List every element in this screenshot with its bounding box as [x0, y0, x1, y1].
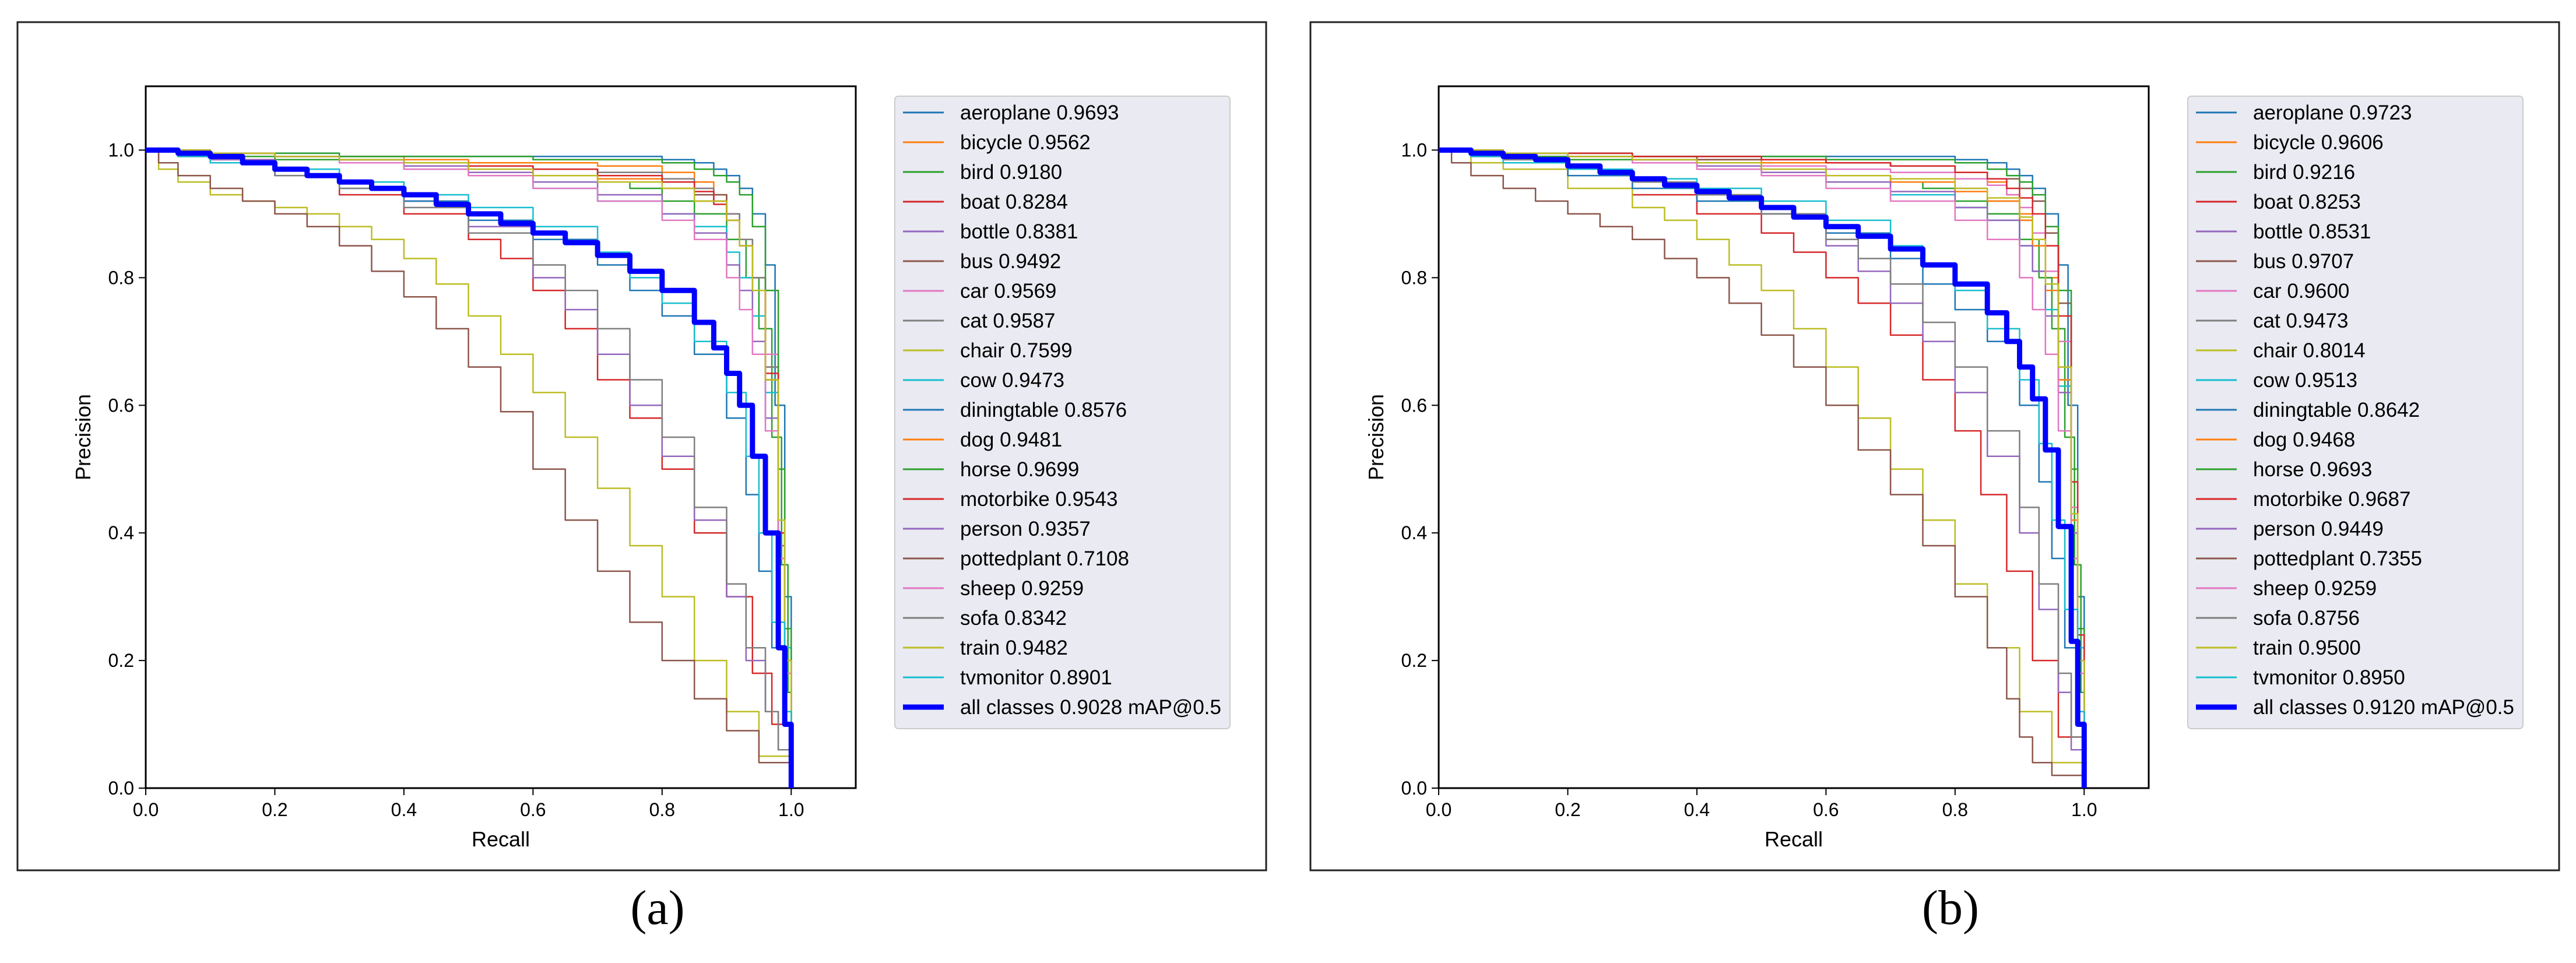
y-tick-label: 0.8	[1401, 267, 1427, 288]
series-lines	[146, 147, 794, 788]
legend-entry: dog 0.9468	[2253, 428, 2355, 451]
x-tick-label: 0.2	[1555, 799, 1580, 820]
x-tick-label: 0.6	[1813, 799, 1839, 820]
x-tick-label: 1.0	[2071, 799, 2097, 820]
legend-entry: cat 0.9587	[960, 310, 1055, 332]
legend-entry: chair 0.8014	[2253, 339, 2366, 362]
y-tick-label: 0.8	[108, 267, 134, 288]
legend-entry: car 0.9569	[960, 280, 1056, 303]
legend-entry: boat 0.8253	[2253, 191, 2361, 213]
y-tick-label: 0.6	[1401, 395, 1427, 416]
y-axis-label: Precision	[1364, 394, 1388, 480]
legend-entry: cow 0.9473	[960, 369, 1064, 392]
legend-entry: bus 0.9492	[960, 250, 1061, 273]
legend-entry: bird 0.9216	[2253, 161, 2355, 184]
legend-entry: bottle 0.8381	[960, 220, 1078, 243]
axes-frame	[1438, 85, 2150, 789]
legend-entry: car 0.9600	[2253, 280, 2349, 303]
x-tick-label: 0.8	[649, 799, 675, 820]
legend-entry: boat 0.8284	[960, 191, 1068, 213]
legend-entry: bottle 0.8531	[2253, 220, 2371, 243]
legend-entry: aeroplane 0.9693	[960, 101, 1119, 124]
x-tick-label: 0.8	[1942, 799, 1968, 820]
plot-area-a: 0.0 0.2 0.4 0.6 0.8 1.0 0.0 0.2 0.4 0.6 0.8 1.0 Reca…	[71, 85, 1231, 851]
x-tick-label: 0.0	[1426, 799, 1452, 820]
y-tick-label: 0.4	[108, 522, 134, 543]
caption-a: (a)	[630, 881, 684, 935]
legend-entry: train 0.9482	[960, 637, 1068, 659]
x-tick-label: 1.0	[778, 799, 804, 820]
legend-entry: person 0.9449	[2253, 518, 2384, 540]
legend-entry: cat 0.9473	[2253, 310, 2348, 332]
legend-entry: dog 0.9481	[960, 428, 1062, 451]
legend-entry: bicycle 0.9606	[2253, 131, 2384, 154]
series-line-13	[1439, 149, 2085, 788]
y-tick-label: 1.0	[1401, 139, 1427, 160]
legend-entry: person 0.9357	[960, 518, 1091, 540]
series-line-18	[1439, 149, 2085, 788]
legend-entry: motorbike 0.9543	[960, 488, 1117, 511]
legend-entry: diningtable 0.8576	[960, 399, 1127, 421]
y-tick-label: 0.4	[1401, 522, 1427, 543]
series-line-20	[146, 147, 794, 788]
legend-entry: bus 0.9707	[2253, 250, 2354, 273]
legend-entry: sofa 0.8756	[2253, 607, 2360, 630]
legend-entry: sheep 0.9259	[2253, 577, 2377, 600]
x-tick-label: 0.6	[520, 799, 546, 820]
legend-entry: horse 0.9699	[960, 458, 1079, 481]
legend-entry: diningtable 0.8642	[2253, 399, 2420, 421]
legend-entry: pottedplant 0.7108	[960, 547, 1129, 570]
caption-b: (b)	[1922, 881, 1979, 935]
legend-entry: chair 0.7599	[960, 339, 1073, 362]
legend-entry: sofa 0.8342	[960, 607, 1067, 630]
x-tick-label: 0.0	[133, 799, 159, 820]
axes-frame	[145, 85, 857, 789]
x-tick-label: 0.2	[262, 799, 287, 820]
x-axis-label: Recall	[472, 827, 530, 851]
legend-entry: motorbike 0.9687	[2253, 488, 2410, 511]
series-line-20	[1439, 147, 2087, 788]
series-line-15	[1439, 149, 2085, 788]
legend-entry: aeroplane 0.9723	[2253, 101, 2412, 124]
legend-entry: horse 0.9693	[2253, 458, 2372, 481]
x-tick-label: 0.4	[1684, 799, 1710, 820]
legend-entry: tvmonitor 0.8950	[2253, 666, 2405, 689]
legend-entry: all classes 0.9120 mAP@0.5	[2253, 696, 2514, 719]
series-lines	[1439, 147, 2087, 788]
legend-entry: sheep 0.9259	[960, 577, 1084, 600]
legend-entry: bicycle 0.9562	[960, 131, 1091, 154]
y-tick-label: 0.0	[108, 778, 134, 799]
y-tick-label: 0.6	[108, 395, 134, 416]
series-line-18	[146, 149, 792, 788]
panel-a: 0.0 0.2 0.4 0.6 0.8 1.0 0.0 0.2 0.4 0.6 0.8 1.0 Reca…	[16, 21, 1267, 935]
y-tick-label: 1.0	[108, 139, 134, 160]
x-tick-label: 0.4	[391, 799, 417, 820]
legend-entry: train 0.9500	[2253, 637, 2361, 659]
x-axis-label: Recall	[1765, 827, 1823, 851]
legend-box	[894, 96, 1231, 729]
y-axis-label: Precision	[71, 394, 95, 480]
legend-box	[2187, 96, 2524, 729]
legend-entry: cow 0.9513	[2253, 369, 2357, 392]
legend-entry: bird 0.9180	[960, 161, 1062, 184]
plot-area-b: 0.0 0.2 0.4 0.6 0.8 1.0 0.0 0.2 0.4 0.6 0.8 1.0 Reca…	[1364, 85, 2524, 851]
y-tick-label: 0.2	[108, 650, 134, 671]
legend-entry: pottedplant 0.7355	[2253, 547, 2422, 570]
legend-entry: all classes 0.9028 mAP@0.5	[960, 696, 1221, 719]
y-tick-label: 0.2	[1401, 650, 1427, 671]
legend-entry: tvmonitor 0.8901	[960, 666, 1112, 689]
series-line-15	[146, 149, 792, 788]
panel-b: 0.0 0.2 0.4 0.6 0.8 1.0 0.0 0.2 0.4 0.6 0.8 1.0 Reca…	[1309, 21, 2560, 935]
y-tick-label: 0.0	[1401, 778, 1427, 799]
